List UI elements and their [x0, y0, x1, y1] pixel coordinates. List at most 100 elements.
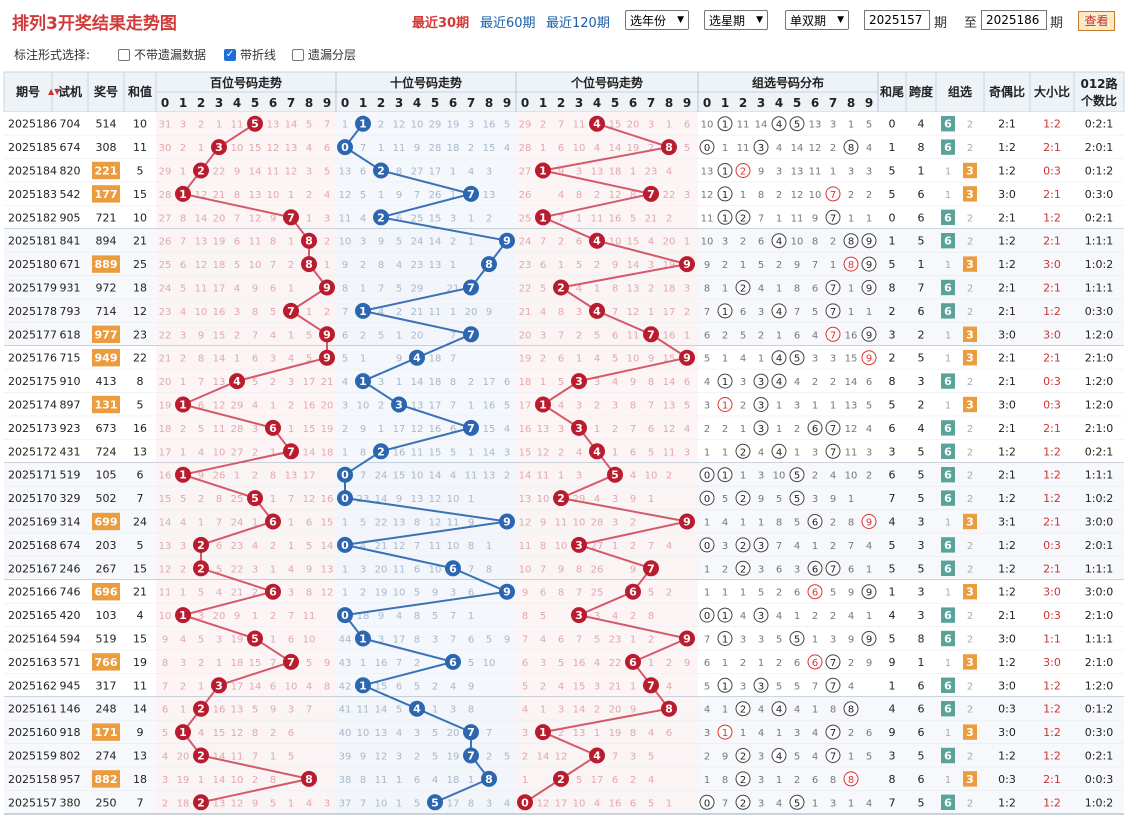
miss-cell: 7 [450, 635, 456, 646]
miss-cell: 2 [704, 424, 710, 435]
parity-select[interactable]: 单双期 ▼ [785, 10, 849, 30]
miss-cell: 10 [701, 120, 714, 131]
miss-cell: 7 [396, 658, 402, 669]
number-ball [409, 349, 425, 366]
year-select[interactable]: 选年份 ▼ [625, 10, 689, 30]
miss-cell: 14 [375, 494, 388, 505]
miss-cell: 5 [378, 330, 384, 341]
group-type-badge [941, 630, 955, 647]
miss-cell: 16 [483, 120, 496, 131]
prize-cell: 882 [95, 773, 118, 786]
span-cell: 4 [918, 422, 925, 435]
group-type-label: 6 [944, 492, 952, 505]
period-link-60[interactable]: 最近60期 [480, 16, 536, 31]
miss-cell: 6 [360, 167, 366, 178]
route-cell: 0:3:0 [1085, 188, 1113, 201]
miss-cell: 7 [162, 681, 168, 692]
miss-cell: 14 [195, 213, 208, 224]
miss-cell: 14 [213, 354, 226, 365]
option-no-miss[interactable]: 不带遗漏数据 [118, 46, 206, 63]
miss-cell: 5 [306, 120, 312, 131]
miss-cell: 6 [612, 330, 618, 341]
chevron-down-icon: ▼ [756, 15, 763, 25]
miss-cell: 10 [627, 354, 640, 365]
query-button[interactable]: 查看 [1078, 11, 1115, 31]
miss-cell: 1 [758, 518, 764, 529]
miss-cell: 25 [231, 494, 244, 505]
checkbox-checked-icon[interactable]: ✓ [224, 48, 236, 61]
miss-cell: 7 [558, 330, 564, 341]
oddeven-cell: 2:1 [998, 609, 1016, 622]
period-link-120[interactable]: 最近120期 [546, 16, 610, 31]
miss-cell: 6 [198, 401, 204, 412]
sum-cell: 21 [133, 586, 147, 599]
header-issue[interactable]: 期号 [16, 84, 40, 99]
number-ball [175, 466, 191, 483]
miss-cell: 4 [648, 728, 654, 739]
miss-cell: 13 [411, 494, 424, 505]
option-layered[interactable]: 遗漏分层 [292, 46, 356, 63]
miss-cell: 2 [180, 424, 186, 435]
miss-cell: 5 [504, 401, 510, 412]
group-type-badge [963, 396, 977, 413]
miss-cell: 2 [396, 307, 402, 318]
oddeven-cell: 1:2 [998, 141, 1016, 154]
digit-header: 3 [395, 96, 403, 110]
bigsmall-cell: 2:1 [1043, 562, 1061, 575]
header-tail: 和尾 [879, 84, 904, 99]
miss-cell: 2 [180, 354, 186, 365]
miss-cell: 9 [378, 237, 384, 248]
miss-cell: 1 [342, 447, 348, 458]
miss-cell: 6 [558, 354, 564, 365]
group-ball [699, 794, 715, 810]
miss-cell: 9 [396, 190, 402, 201]
miss-cell: 27 [231, 447, 244, 458]
miss-cell: 5 [704, 354, 710, 365]
number-ball-digit: 9 [683, 352, 691, 365]
number-ball [301, 256, 317, 273]
year-select-value: 选年份 [630, 13, 667, 28]
number-ball-digit: 7 [467, 328, 475, 341]
number-ball-digit: 8 [305, 773, 313, 786]
miss-cell: 1 [776, 330, 782, 341]
period-link-30[interactable]: 最近30期 [412, 16, 470, 31]
number-ball-digit: 2 [557, 773, 565, 786]
group-ball-number: 4 [776, 705, 782, 716]
checkbox-icon[interactable] [118, 48, 130, 61]
number-ball-digit: 7 [647, 562, 655, 575]
option-line[interactable]: ✓ 带折线 [224, 46, 276, 63]
checkbox-icon[interactable] [292, 48, 304, 61]
miss-cell: 5 [450, 447, 456, 458]
miss-cell: 4 [812, 330, 818, 341]
miss-cell: 19 [321, 424, 334, 435]
miss-cell: 3 [594, 681, 600, 692]
oddeven-cell: 1:2 [998, 445, 1016, 458]
miss-cell: 2 [558, 237, 564, 248]
group-ball [735, 771, 751, 787]
number-ball [679, 630, 695, 647]
miss-cell: 10 [645, 471, 658, 482]
week-select[interactable]: 选星期 ▼ [704, 10, 768, 30]
group-type-badge [941, 794, 955, 810]
miss-cell: 8 [612, 284, 618, 295]
sort-icon[interactable]: ▲▼ [48, 87, 61, 96]
miss-cell: 1 [648, 307, 654, 318]
number-ball-digit: 1 [359, 679, 367, 692]
issue-cell: 2025180 [8, 258, 57, 271]
to-issue-input[interactable]: 2025186 [981, 10, 1047, 30]
miss-cell: 9 [540, 518, 546, 529]
miss-cell: 9 [396, 354, 402, 365]
oddeven-cell: 1:2 [998, 562, 1016, 575]
miss-cell: 22 [519, 284, 532, 295]
route-cell: 1:0:2 [1085, 796, 1113, 809]
group-type-badge [941, 443, 955, 459]
from-issue-input[interactable]: 2025157 [864, 10, 930, 30]
miss-cell: 30 [159, 143, 172, 154]
miss-cell: 20 [609, 705, 622, 716]
miss-cell: 1 [198, 775, 204, 786]
miss-cell: 16 [213, 705, 226, 716]
miss-cell: 1 [830, 260, 836, 271]
miss-cell: 7 [216, 518, 222, 529]
group-ball-number: 6 [812, 424, 818, 435]
bigsmall-cell: 1:2 [1043, 679, 1061, 692]
